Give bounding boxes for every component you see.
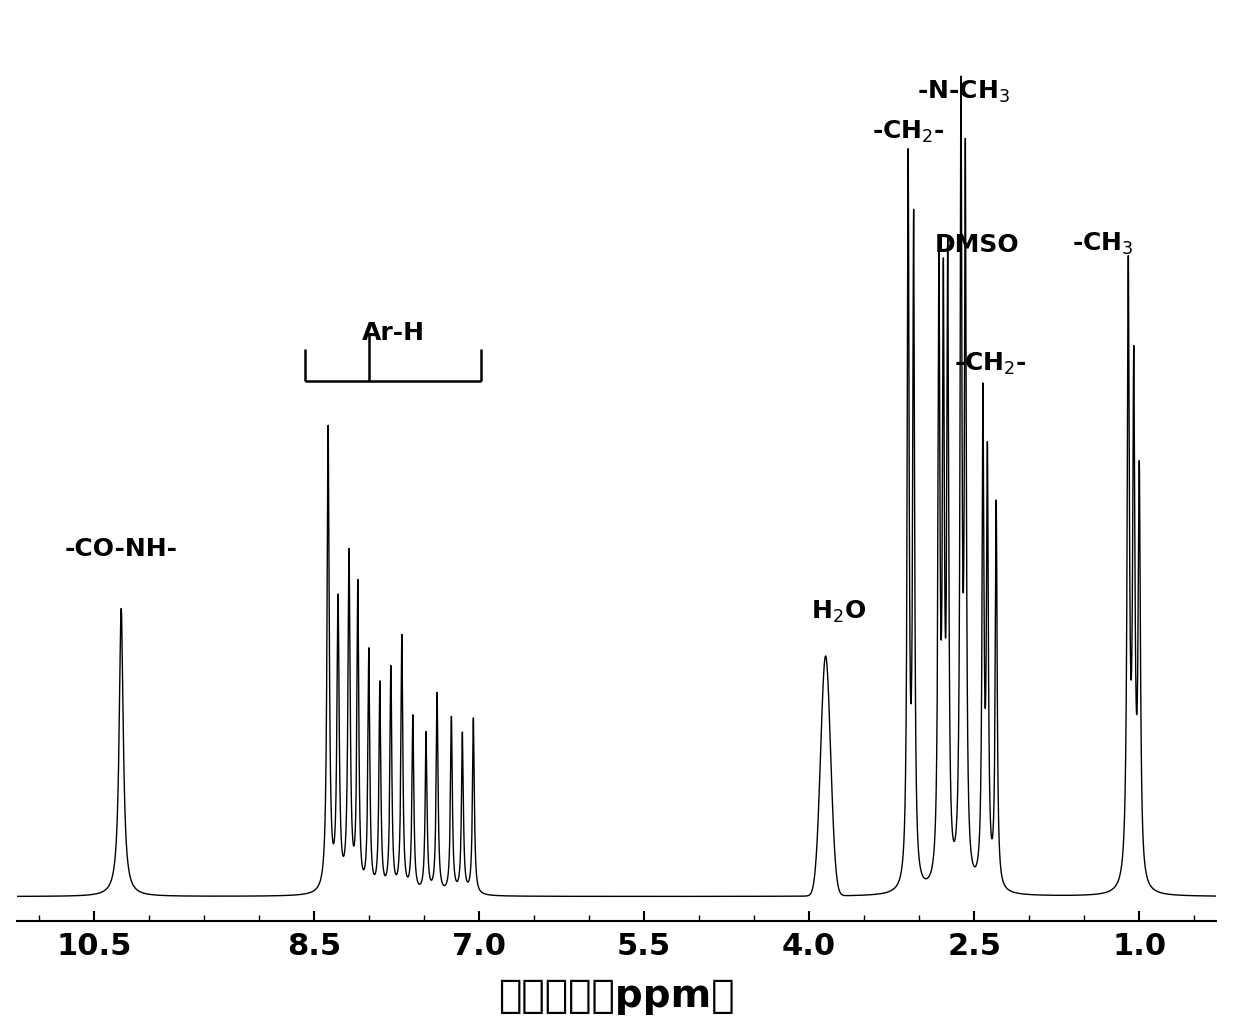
Text: DMSO: DMSO xyxy=(935,232,1020,257)
Text: -CH$_2$-: -CH$_2$- xyxy=(954,351,1027,377)
Text: -CH$_2$-: -CH$_2$- xyxy=(872,119,944,144)
X-axis label: 化学位移（ppm）: 化学位移（ppm） xyxy=(498,977,735,1015)
Text: H$_2$O: H$_2$O xyxy=(811,599,867,624)
Text: Ar-H: Ar-H xyxy=(361,321,424,345)
Text: -CH$_3$: -CH$_3$ xyxy=(1073,230,1134,257)
Text: -CO-NH-: -CO-NH- xyxy=(64,537,178,560)
Text: -N-CH$_3$: -N-CH$_3$ xyxy=(916,78,1010,104)
